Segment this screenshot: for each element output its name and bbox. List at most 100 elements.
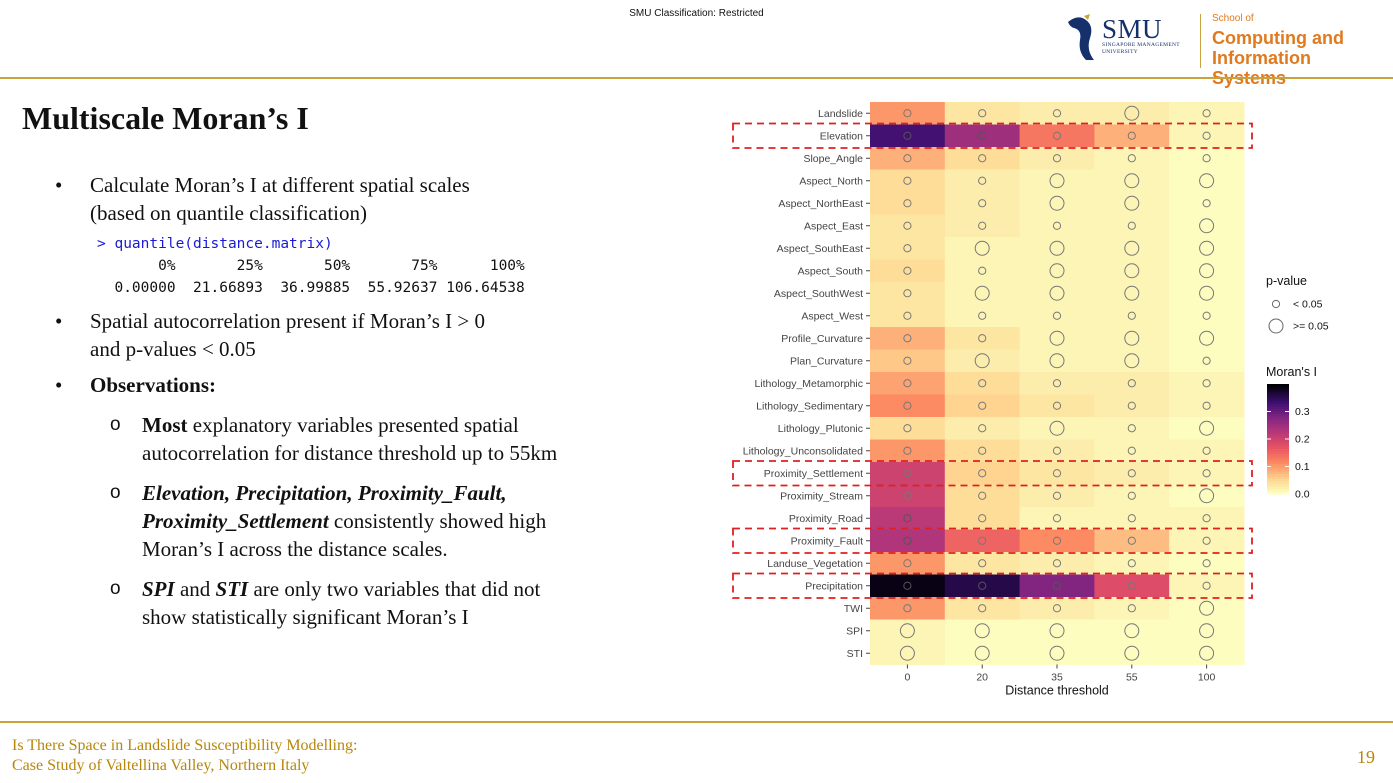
highlight-box (732, 527, 1253, 554)
school-label: School of (1212, 13, 1254, 24)
heatmap-cell (1019, 619, 1095, 643)
heatmap-cell (1169, 327, 1245, 350)
heatmap-cell (870, 394, 946, 418)
heatmap-cell (870, 124, 946, 148)
legend-color-tick-label: 0.3 (1295, 406, 1310, 418)
legend-pvalue-label: < 0.05 (1293, 299, 1323, 311)
p-value-marker (1202, 469, 1211, 478)
slide-title: Multiscale Moran’s I (22, 100, 309, 136)
p-value-marker (1127, 221, 1136, 230)
heatmap-cell (870, 642, 946, 665)
p-value-marker (978, 221, 987, 230)
bullet-icon: • (55, 373, 63, 397)
legend-color-step (1267, 446, 1289, 450)
p-value-marker (978, 154, 987, 163)
y-tick-label: Aspect_East (804, 220, 863, 232)
heatmap-cell (944, 102, 1021, 125)
p-value-marker (1052, 109, 1062, 118)
heatmap-cell (1094, 529, 1170, 553)
y-tick-label: Landslide (818, 108, 863, 120)
p-value-marker (903, 424, 912, 433)
bullet-list: • Calculate Moran’s I at different spati… (55, 171, 575, 631)
sub-bullet-icon: o (110, 482, 121, 503)
y-tick-label: Landuse_Vegetation (767, 558, 863, 570)
heatmap-cell (1019, 124, 1095, 148)
p-value-marker (978, 581, 987, 590)
heatmap-cell (870, 169, 946, 193)
p-value-marker (978, 446, 987, 455)
heatmap-cell (870, 372, 946, 395)
p-value-marker (1199, 218, 1215, 234)
p-value-marker (903, 221, 912, 230)
legend-color-step (1267, 414, 1289, 418)
heatmap-cell (1169, 282, 1245, 305)
p-value-marker (903, 176, 912, 185)
heatmap-cell (944, 259, 1021, 283)
heatmap-cell (944, 214, 1021, 238)
legend-color-step (1267, 444, 1289, 448)
p-value-marker (1052, 514, 1062, 523)
p-value-marker (1049, 195, 1065, 211)
heatmap-cell (1094, 507, 1170, 530)
heatmap-cell (1094, 169, 1170, 193)
p-value-marker (1127, 536, 1136, 545)
legend-pvalue-small-marker (1271, 299, 1281, 309)
legend-color-step (1267, 409, 1289, 413)
p-value-marker (1049, 240, 1065, 256)
heatmap-cell (1019, 327, 1095, 350)
heatmap-cell (1019, 417, 1095, 440)
y-tick-label: Aspect_West (801, 310, 863, 322)
legend-color-title: Moran's I (1266, 365, 1317, 379)
p-value-marker (1127, 514, 1136, 523)
heatmap-cell (1094, 642, 1170, 665)
sub-bullet-item: o Most explanatory variables presented s… (110, 413, 558, 465)
p-value-marker (1124, 173, 1140, 189)
p-value-marker (1124, 645, 1140, 661)
p-value-marker (1124, 285, 1140, 301)
heatmap-cell (1019, 394, 1095, 418)
heatmap-cell (1169, 304, 1245, 328)
bullet-item: • Spatial autocorrelation present if Mor… (55, 309, 485, 361)
heatmap-cell (1169, 169, 1245, 193)
p-value-marker (974, 285, 990, 301)
heatmap-cell (870, 282, 946, 305)
p-value-marker (978, 109, 987, 118)
legend-color-step (1267, 456, 1289, 460)
y-tick-label: Proximity_Settlement (764, 468, 863, 480)
heatmap-cell (1169, 102, 1245, 125)
p-value-marker (1202, 131, 1211, 140)
p-value-marker (1202, 109, 1211, 118)
heatmap-cell (944, 372, 1021, 395)
bullet-item: • Observations: (55, 373, 216, 397)
legend-color-step (1267, 454, 1289, 458)
legend-color-step (1267, 441, 1289, 445)
heatmap-cell (944, 282, 1021, 305)
p-value-marker (978, 604, 987, 613)
heatmap-cell (1019, 169, 1095, 193)
school-name: Computing and Information Systems (1212, 28, 1344, 88)
header-divider (0, 77, 1393, 79)
heatmap-cell (870, 552, 946, 575)
p-value-marker (1202, 559, 1211, 568)
y-tick-label: Lithology_Unconsolidated (743, 445, 863, 457)
heatmap-cell (1169, 529, 1245, 553)
p-value-marker (1127, 604, 1136, 613)
heatmap-cell (1094, 394, 1170, 418)
heatmap-cell (1169, 349, 1245, 373)
p-value-marker (903, 131, 912, 140)
heatmap-cell (870, 507, 946, 530)
heatmap-cell (1019, 529, 1095, 553)
p-value-marker (1052, 604, 1062, 613)
p-value-marker (1202, 154, 1211, 163)
legend-color-step (1267, 484, 1289, 488)
p-value-marker (1049, 330, 1065, 346)
legend-color-step (1267, 424, 1289, 428)
p-value-marker (1199, 285, 1215, 301)
heatmap-cell (1019, 282, 1095, 305)
heatmap-cell (870, 237, 946, 260)
page-number: 19 (1357, 747, 1375, 767)
legend-color-step (1267, 421, 1289, 425)
legend-color-step (1267, 434, 1289, 438)
x-tick-label: 35 (1051, 672, 1063, 684)
p-value-marker (1199, 420, 1215, 436)
